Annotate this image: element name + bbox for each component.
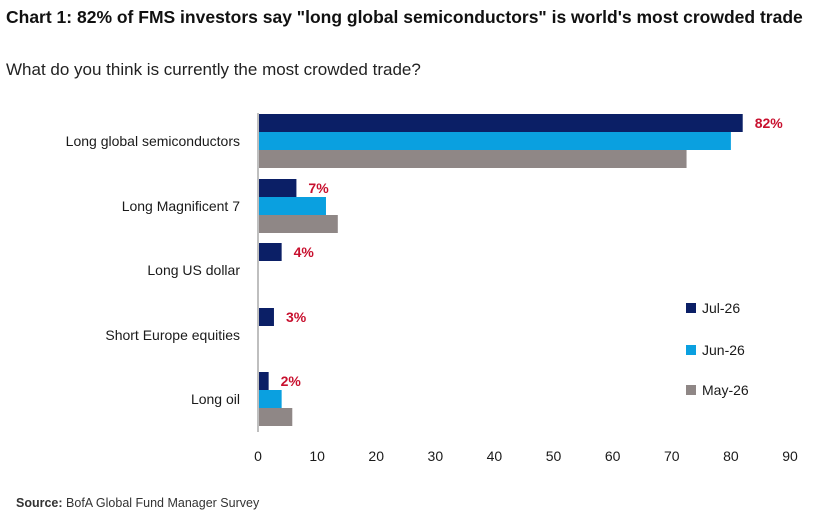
bar-may-26-4 — [259, 408, 293, 426]
x-tick-label: 20 — [368, 448, 384, 464]
chart-title: Chart 1: 82% of FMS investors say "long … — [6, 7, 803, 27]
x-tick-label: 70 — [664, 448, 680, 464]
source-text: BofA Global Fund Manager Survey — [66, 496, 260, 510]
x-tick-label: 90 — [782, 448, 798, 464]
bar-jul-26-4 — [259, 372, 269, 390]
legend-label: May-26 — [702, 382, 749, 398]
category-label: Long oil — [191, 391, 240, 407]
x-tick-label: 10 — [309, 448, 325, 464]
data-label: 4% — [294, 244, 315, 260]
legend-swatch — [686, 303, 696, 313]
x-tick-label: 80 — [723, 448, 739, 464]
x-tick-label: 50 — [546, 448, 562, 464]
x-tick-label: 30 — [428, 448, 444, 464]
bar-jun-26-0 — [259, 132, 731, 150]
bar-may-26-1 — [259, 215, 338, 233]
bar-jun-26-4 — [259, 390, 282, 408]
legend-swatch — [686, 385, 696, 395]
source-label: Source: — [16, 496, 63, 510]
category-label: Long US dollar — [147, 262, 240, 278]
data-label: 3% — [286, 309, 307, 325]
legend-label: Jul-26 — [702, 300, 740, 316]
data-label: 7% — [308, 180, 329, 196]
bar-jun-26-1 — [259, 197, 326, 215]
bar-jul-26-2 — [259, 243, 282, 261]
bar-jul-26-1 — [259, 179, 297, 197]
x-tick-label: 40 — [487, 448, 503, 464]
x-tick-label: 0 — [254, 448, 262, 464]
bar-may-26-0 — [259, 150, 687, 168]
bar-jul-26-0 — [259, 114, 743, 132]
x-tick-label: 60 — [605, 448, 621, 464]
chart-subtitle: What do you think is currently the most … — [6, 60, 421, 79]
data-label: 2% — [281, 373, 302, 389]
category-label: Long Magnificent 7 — [122, 198, 241, 214]
category-label: Short Europe equities — [105, 327, 240, 343]
data-label: 82% — [755, 115, 784, 131]
bar-jul-26-3 — [259, 308, 274, 326]
legend-label: Jun-26 — [702, 342, 745, 358]
legend-swatch — [686, 345, 696, 355]
category-label: Long global semiconductors — [66, 133, 240, 149]
source-note: Source: BofA Global Fund Manager Survey — [16, 496, 259, 510]
